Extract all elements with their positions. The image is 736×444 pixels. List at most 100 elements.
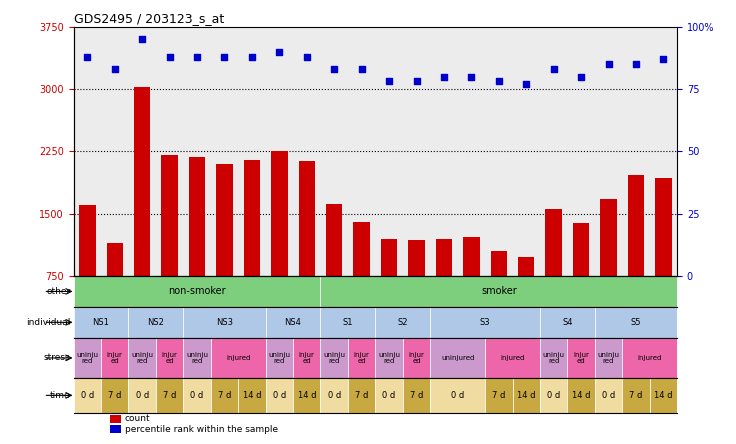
Text: non-smoker: non-smoker <box>169 286 226 297</box>
Text: GSM122548: GSM122548 <box>659 278 668 325</box>
Text: uninju
red: uninju red <box>598 352 620 364</box>
Text: 7 d: 7 d <box>163 391 177 400</box>
Bar <box>375 338 403 378</box>
Text: GSM122530: GSM122530 <box>385 278 394 325</box>
Text: 7 d: 7 d <box>355 391 368 400</box>
Text: GSM122546: GSM122546 <box>302 278 311 325</box>
Point <box>109 65 121 72</box>
Text: 7 d: 7 d <box>492 391 506 400</box>
Point <box>274 48 286 55</box>
Bar <box>408 240 425 338</box>
Point <box>630 60 642 67</box>
Text: uninju
red: uninju red <box>77 352 99 364</box>
Bar <box>601 199 617 338</box>
Bar <box>216 164 233 338</box>
Text: injur
ed: injur ed <box>354 352 369 364</box>
Bar <box>320 378 348 412</box>
Bar <box>107 243 123 338</box>
Bar <box>79 206 96 338</box>
Bar <box>320 276 677 307</box>
Text: NS4: NS4 <box>285 318 302 327</box>
Text: 14 d: 14 d <box>297 391 316 400</box>
Bar <box>74 378 101 412</box>
Bar <box>129 307 183 338</box>
Text: 0 d: 0 d <box>191 391 204 400</box>
Bar <box>436 239 452 338</box>
Text: 14 d: 14 d <box>243 391 261 400</box>
Text: other: other <box>46 287 71 296</box>
Text: GSM122531: GSM122531 <box>110 278 119 325</box>
Text: S4: S4 <box>562 318 573 327</box>
Bar <box>134 87 150 338</box>
Text: stress: stress <box>44 353 71 362</box>
Text: S5: S5 <box>631 318 641 327</box>
Bar <box>403 378 431 412</box>
Bar <box>266 378 293 412</box>
Text: 7 d: 7 d <box>218 391 231 400</box>
Bar <box>567 378 595 412</box>
Bar <box>320 307 375 338</box>
Bar <box>403 338 431 378</box>
Bar <box>628 175 644 338</box>
Text: NS2: NS2 <box>147 318 164 327</box>
Bar <box>567 338 595 378</box>
Bar <box>74 276 320 307</box>
Bar <box>183 338 210 378</box>
Text: GDS2495 / 203123_s_at: GDS2495 / 203123_s_at <box>74 12 224 25</box>
Text: GSM122537: GSM122537 <box>576 278 586 325</box>
Bar <box>189 157 205 338</box>
Text: uninju
red: uninju red <box>323 352 345 364</box>
Point <box>191 53 203 60</box>
Text: GSM122543: GSM122543 <box>247 278 256 325</box>
Text: 0 d: 0 d <box>602 391 615 400</box>
Text: injured: injured <box>226 355 250 361</box>
Text: S3: S3 <box>480 318 490 327</box>
Text: GSM122532: GSM122532 <box>412 278 421 325</box>
Bar <box>348 378 375 412</box>
Bar <box>266 338 293 378</box>
Point <box>438 73 450 80</box>
Text: 14 d: 14 d <box>517 391 536 400</box>
Text: smoker: smoker <box>481 286 517 297</box>
Text: 0 d: 0 d <box>451 391 464 400</box>
Text: 0 d: 0 d <box>328 391 341 400</box>
Bar <box>183 378 210 412</box>
Text: time: time <box>50 391 71 400</box>
Text: uninju
red: uninju red <box>269 352 290 364</box>
Text: GSM122528: GSM122528 <box>83 278 92 325</box>
Text: 0 d: 0 d <box>135 391 149 400</box>
Point <box>493 78 505 85</box>
Text: uninju
red: uninju red <box>542 352 565 364</box>
Point <box>301 53 313 60</box>
Text: individual: individual <box>26 318 71 327</box>
Text: uninjured: uninjured <box>441 355 474 361</box>
Point <box>657 56 669 63</box>
Point <box>576 73 587 80</box>
Point <box>82 53 93 60</box>
Bar <box>293 338 320 378</box>
Bar <box>110 425 121 433</box>
Text: GSM122544: GSM122544 <box>275 278 284 325</box>
Point <box>328 65 340 72</box>
Bar <box>655 178 672 338</box>
Text: injured: injured <box>500 355 525 361</box>
Text: injur
ed: injur ed <box>299 352 315 364</box>
Text: NS3: NS3 <box>216 318 233 327</box>
Text: GSM122527: GSM122527 <box>330 278 339 325</box>
Text: 0 d: 0 d <box>383 391 396 400</box>
Point <box>520 80 532 87</box>
Text: injur
ed: injur ed <box>107 352 123 364</box>
Bar <box>353 222 370 338</box>
Point <box>383 78 395 85</box>
Bar <box>485 338 540 378</box>
Text: 14 d: 14 d <box>654 391 673 400</box>
Text: GSM122529: GSM122529 <box>357 278 366 325</box>
Text: 0 d: 0 d <box>547 391 560 400</box>
Bar <box>320 338 348 378</box>
Bar <box>545 209 562 338</box>
Bar <box>540 338 567 378</box>
Text: percentile rank within the sample: percentile rank within the sample <box>125 425 278 434</box>
Point <box>548 65 559 72</box>
Point <box>603 60 615 67</box>
Text: GSM122538: GSM122538 <box>522 278 531 325</box>
